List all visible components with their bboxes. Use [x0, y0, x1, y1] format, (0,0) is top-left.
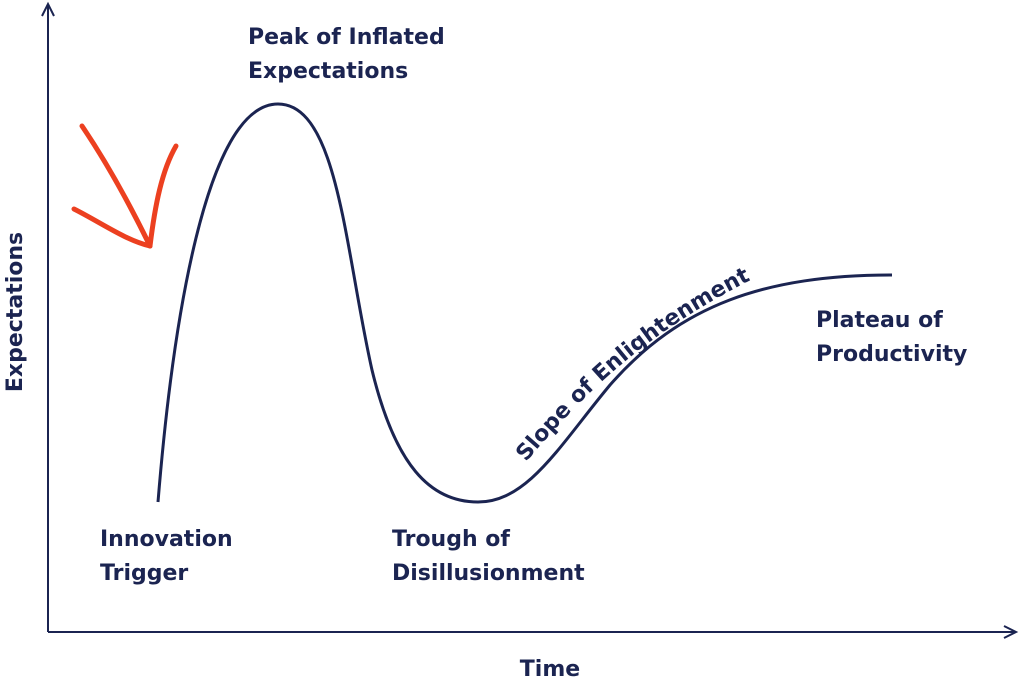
y-axis-arrow — [41, 1, 55, 17]
label-line: Peak of Inflated — [248, 25, 445, 50]
label-line: Disillusionment — [392, 561, 585, 586]
phase-label: Plateau of Productivity — [816, 308, 967, 367]
label-line: Productivity — [816, 342, 967, 367]
x-axis-label: Time — [520, 657, 580, 682]
label-line: Trigger — [100, 561, 188, 586]
label-line: Plateau of — [816, 308, 943, 333]
label-line: Expectations — [248, 59, 408, 84]
y-axis-label: Expectations — [3, 232, 28, 392]
phase-label: Innovation Trigger — [100, 527, 233, 586]
phase-label: Trough of Disillusionment — [392, 527, 585, 586]
hype-curve — [156, 102, 893, 504]
x-axis-arrow — [1003, 625, 1019, 639]
label-line: Innovation — [100, 527, 233, 552]
phase-label: Slope of Enlightenment — [511, 263, 754, 466]
annotation-arrow — [71, 123, 179, 249]
phase-label: Peak of Inflated Expectations — [248, 25, 445, 84]
label-line: Slope of Enlightenment — [511, 263, 754, 466]
label-line: Trough of — [392, 527, 510, 552]
